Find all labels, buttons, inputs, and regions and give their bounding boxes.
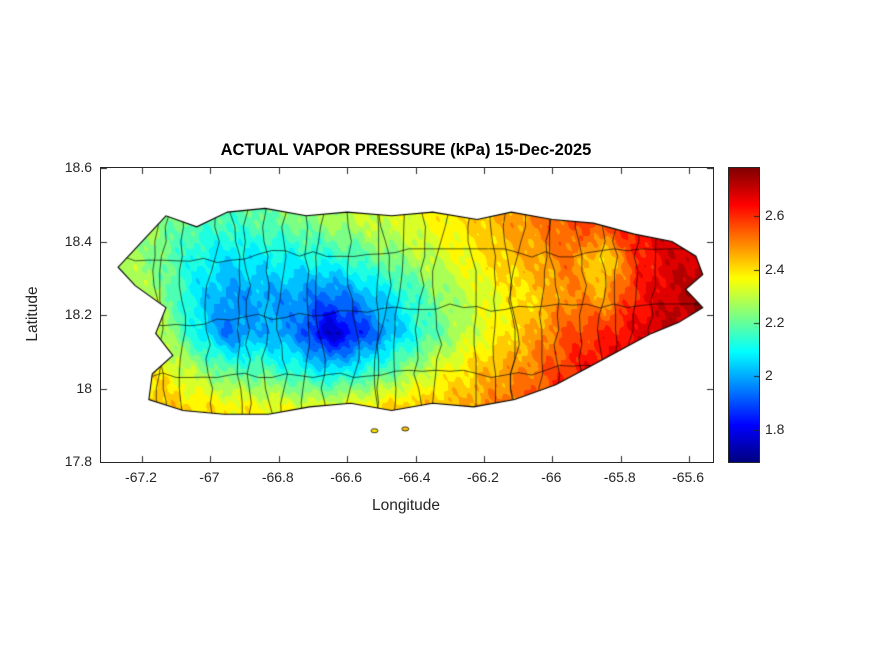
y-tick-label: 17.8	[64, 453, 92, 469]
x-tick-label: -65.8	[603, 469, 636, 485]
colorbar	[728, 167, 760, 463]
chart-title: ACTUAL VAPOR PRESSURE (kPa) 15-Dec-2025	[220, 141, 592, 159]
colorbar-gradient	[729, 168, 759, 462]
x-tick-label: -65.6	[672, 469, 705, 485]
x-tick-label: -66.6	[330, 469, 363, 485]
x-tick-label: -67.2	[125, 469, 157, 485]
plot-axes	[100, 167, 714, 463]
y-tick-label: 18.4	[64, 232, 92, 249]
heatmap-canvas	[101, 168, 713, 462]
x-axis-label: Longitude	[371, 497, 441, 514]
y-tick-label: 18.2	[64, 306, 92, 322]
x-tick-label: -66.2	[466, 469, 499, 485]
colorbar-tick-label: 2.4	[765, 260, 785, 277]
colorbar-tick-label: 2.6	[765, 207, 785, 224]
x-tick-label: -67	[199, 469, 220, 485]
y-tick-label: 18	[76, 379, 92, 396]
x-tick-label: -66.4	[398, 469, 431, 485]
y-tick-label: 18.6	[64, 159, 92, 175]
colorbar-tick-label: 2.2	[765, 314, 785, 331]
colorbar-tick-label: 2	[765, 367, 773, 384]
x-tick-label: -66	[541, 469, 562, 485]
colorbar-tick-label: 1.8	[765, 420, 785, 437]
x-tick-label: -66.8	[261, 469, 294, 485]
